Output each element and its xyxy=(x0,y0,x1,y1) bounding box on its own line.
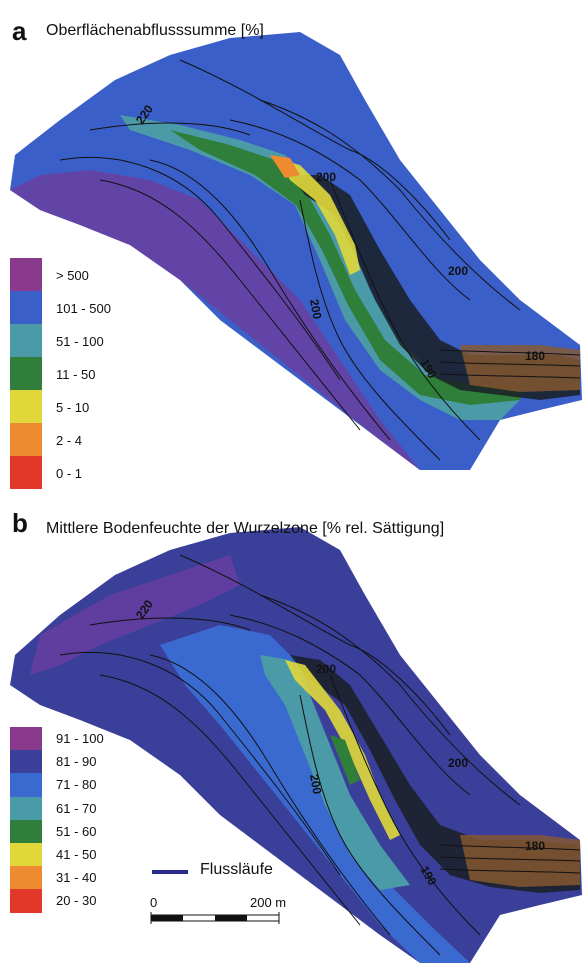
panel-b: 220 200 200 200 190 180 b Mittlere Boden… xyxy=(0,495,584,963)
legend-swatch xyxy=(10,727,42,751)
zone-brown xyxy=(460,835,580,887)
legend-label: 31 - 40 xyxy=(56,870,97,886)
legend-label: 51 - 100 xyxy=(56,334,104,349)
zone-orange xyxy=(270,155,300,178)
legend-swatch xyxy=(10,390,42,423)
panel-title: Mittlere Bodenfeuchte der Wurzelzone [% … xyxy=(46,520,445,537)
contour-label-200: 200 xyxy=(448,264,468,278)
scale-bar-graphic xyxy=(150,912,280,924)
panel-letter: a xyxy=(12,16,27,46)
scale-start-label: 0 xyxy=(150,895,158,910)
zone-teal xyxy=(260,655,410,890)
legend-label: 71 - 80 xyxy=(56,777,97,793)
legend-label: 101 - 500 xyxy=(56,301,111,316)
channel-dark xyxy=(290,655,580,893)
runoff-map: 220 200 200 200 190 180 xyxy=(10,32,582,470)
contour-label-200: 200 xyxy=(448,756,468,770)
contour-lines xyxy=(59,59,581,461)
channel-dark xyxy=(290,175,580,400)
legend-label: > 500 xyxy=(56,268,89,283)
legend-label: 2 - 4 xyxy=(56,433,83,448)
zone-blue xyxy=(160,625,470,963)
legend-swatch xyxy=(10,750,42,774)
legend-swatch xyxy=(10,819,42,843)
legend-label: 81 - 90 xyxy=(56,754,97,770)
legend-label: 5 - 10 xyxy=(56,400,90,415)
contour-label-180: 180 xyxy=(525,349,545,363)
legend-swatch xyxy=(10,796,42,820)
zone-yellow xyxy=(280,160,360,275)
legend-swatch xyxy=(10,842,42,867)
legend-swatch xyxy=(10,258,42,291)
zone-yellow xyxy=(285,660,400,840)
legend-swatch xyxy=(10,889,42,913)
contour-label-200: 200 xyxy=(307,298,324,320)
legend-swatch xyxy=(10,773,42,797)
contour-label-200: 200 xyxy=(316,170,336,184)
contour-label-200: 200 xyxy=(307,773,324,795)
panel-letter: b xyxy=(12,508,28,538)
scale-bar: 0 200 m xyxy=(150,895,300,935)
legend-swatch xyxy=(10,357,42,390)
zone-high-left xyxy=(10,170,420,470)
zone-purple xyxy=(30,555,240,675)
legend-label: 61 - 70 xyxy=(56,800,97,816)
panel-a: 220 200 200 200 190 180 a Oberflächenabf… xyxy=(10,16,582,489)
contour-label-200: 200 xyxy=(316,662,336,676)
legend-label: 11 - 50 xyxy=(56,367,96,382)
river-line-symbol xyxy=(152,870,188,874)
legend-label: 51 - 60 xyxy=(56,823,97,839)
legend-swatch xyxy=(10,324,42,357)
contour-label-180: 180 xyxy=(525,839,545,853)
legend-label: 20 - 30 xyxy=(56,893,97,909)
legend-swatch xyxy=(10,423,42,456)
scale-end-label: 200 m xyxy=(250,895,287,910)
legend-swatch xyxy=(10,456,42,489)
soil-moisture-map: 220 200 200 200 190 180 xyxy=(10,527,582,963)
river-legend-label: Flussläufe xyxy=(200,861,273,878)
legend-swatch xyxy=(10,291,42,324)
legend-label: 41 - 50 xyxy=(56,846,97,862)
contour-lines xyxy=(59,554,581,956)
legend-label: 91 - 100 xyxy=(56,731,104,746)
legend-swatch xyxy=(10,866,42,890)
zone-green xyxy=(330,735,360,785)
zone-brown xyxy=(460,345,580,392)
legend-label: 0 - 1 xyxy=(56,466,83,481)
panel-title: Oberflächenabflusssumme [%] xyxy=(46,22,264,39)
